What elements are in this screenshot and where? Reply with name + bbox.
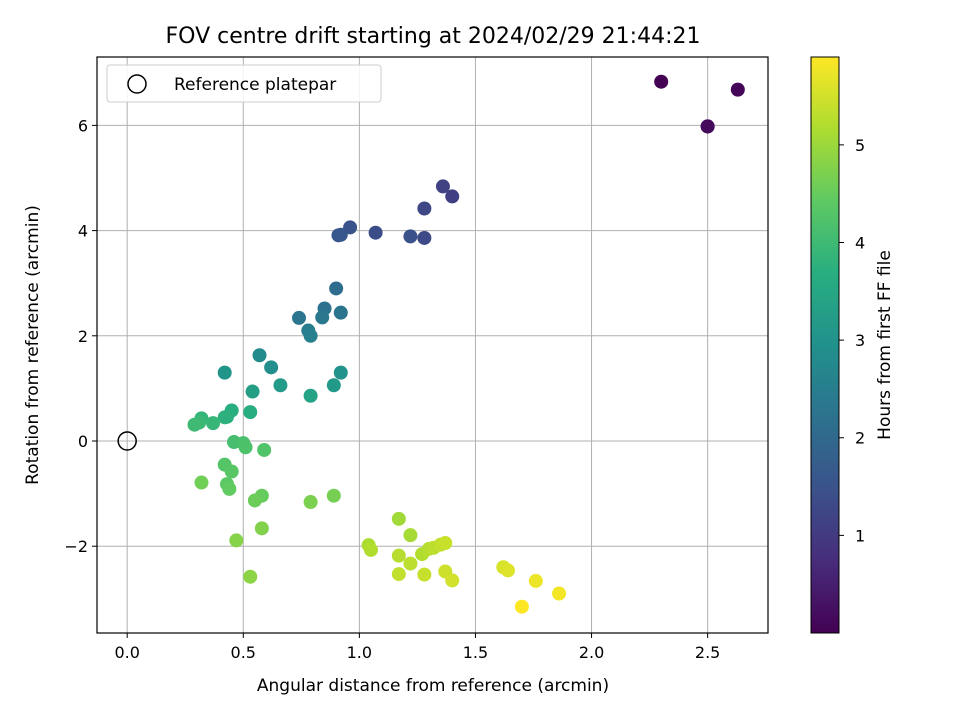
data-point (247, 493, 262, 508)
data-point (500, 563, 515, 578)
data-point (368, 225, 383, 240)
data-point (528, 573, 543, 588)
data-points (187, 74, 745, 614)
data-point (303, 328, 318, 343)
legend-marker-open-circle (127, 74, 147, 94)
data-point (187, 417, 202, 432)
data-point (445, 573, 460, 588)
data-point (391, 567, 406, 582)
x-tick-label: 0.5 (231, 643, 256, 662)
data-point (254, 521, 269, 536)
colorbar-tick-label: 1 (855, 526, 865, 545)
data-point (303, 388, 318, 403)
data-point (403, 229, 418, 244)
data-point (315, 310, 330, 325)
grid-lines (97, 57, 768, 633)
data-point (194, 475, 209, 490)
data-point (257, 442, 272, 457)
y-tick-label: −2 (64, 537, 88, 556)
data-point (445, 189, 460, 204)
colorbar-ticks: 1 2 3 4 5 (839, 136, 865, 545)
colorbar-tick-label: 2 (855, 429, 865, 448)
data-point (403, 556, 418, 571)
colorbar-tick-label: 4 (855, 233, 865, 252)
reference-platepar-marker (117, 431, 137, 451)
colorbar-tick-label: 5 (855, 136, 865, 155)
colorbar-label: Hours from first FF file (875, 250, 895, 440)
x-tick-label: 2.0 (579, 643, 604, 662)
data-point (333, 365, 348, 380)
data-point (243, 405, 258, 420)
data-point (326, 378, 341, 393)
data-point (224, 464, 239, 479)
data-point (654, 74, 669, 89)
data-point (417, 567, 432, 582)
data-point (403, 528, 418, 543)
data-point (552, 586, 567, 601)
data-point (243, 569, 258, 584)
data-point (229, 533, 244, 548)
data-point (391, 548, 406, 563)
y-axis-label: Rotation from reference (arcmin) (23, 205, 43, 485)
data-point (417, 230, 432, 245)
plot-area-frame (96, 56, 769, 634)
legend-box (106, 64, 382, 103)
colorbar: 1 2 3 4 5 Hours from first FF file (810, 56, 895, 634)
colorbar-frame (810, 56, 840, 634)
data-point (303, 495, 318, 510)
colorbar-gradient (811, 57, 839, 633)
x-tick-label: 2.5 (695, 643, 720, 662)
data-point (220, 409, 235, 424)
x-tick-label: 1.0 (347, 643, 372, 662)
chart-title: FOV centre drift starting at 2024/02/29 … (166, 24, 701, 49)
data-point (514, 599, 529, 614)
data-point (435, 179, 450, 194)
y-tick-label: 2 (78, 327, 88, 346)
y-tick-label: 0 (78, 432, 88, 451)
data-point (700, 119, 715, 134)
data-point (222, 481, 237, 496)
x-tick-label: 1.5 (463, 643, 488, 662)
data-point (264, 360, 279, 375)
x-axis-label: Angular distance from reference (arcmin) (257, 676, 609, 696)
data-point (252, 348, 267, 363)
axis-ticks: 0.0 0.5 1.0 1.5 2.0 2.5 −2 0 2 4 6 (64, 116, 720, 662)
data-point (206, 416, 221, 431)
data-point (273, 378, 288, 393)
data-point (417, 201, 432, 216)
x-tick-label: 0.0 (114, 643, 139, 662)
data-point (217, 365, 232, 380)
plot-area-background (97, 57, 768, 633)
data-point (326, 488, 341, 503)
y-tick-label: 4 (78, 222, 88, 241)
data-point (333, 227, 348, 242)
data-point (329, 281, 344, 296)
y-tick-label: 6 (78, 116, 88, 135)
data-point (238, 440, 253, 455)
data-point (391, 511, 406, 526)
data-point (438, 536, 453, 551)
data-point (291, 310, 306, 325)
legend-label: Reference platepar (174, 75, 336, 95)
data-point (245, 384, 260, 399)
colorbar-tick-label: 3 (855, 331, 865, 350)
data-point (363, 542, 378, 557)
legend: Reference platepar (106, 64, 382, 103)
data-point (333, 305, 348, 320)
data-point (730, 82, 745, 97)
